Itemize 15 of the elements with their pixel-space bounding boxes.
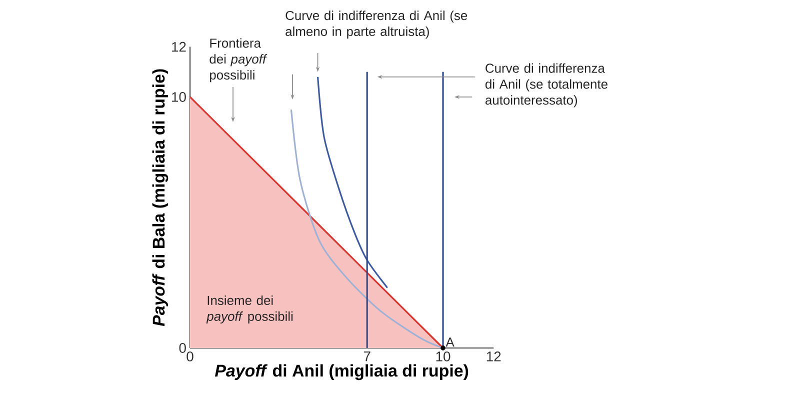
y-axis-title: Payoff di Bala (migliaia di rupie)	[152, 69, 168, 326]
y-tick-label: 0	[179, 343, 186, 353]
annotation: Curve di indifferenza di Anil (se totalmente autointeressato)	[486, 63, 608, 108]
text: Curve di indifferenza di Anil (se almeno in parte altruista)	[286, 10, 468, 39]
y-tick-label: 12	[172, 42, 186, 52]
annotation: Insieme dei payoff possibili	[206, 295, 293, 324]
annotation: Frontiera dei payoff possibili	[210, 38, 268, 82]
x-tick-label: 12	[486, 352, 501, 362]
y-tick-label: 10	[172, 92, 186, 102]
line-series	[316, 76, 388, 289]
x-tick-label: 0	[186, 352, 194, 362]
annotation: A	[446, 338, 454, 347]
x-tick-label: 7	[364, 352, 370, 362]
x-axis-title: Payoff di Anil (migliaia di rupie)	[214, 364, 468, 380]
x-tick-label: 10	[436, 352, 450, 362]
